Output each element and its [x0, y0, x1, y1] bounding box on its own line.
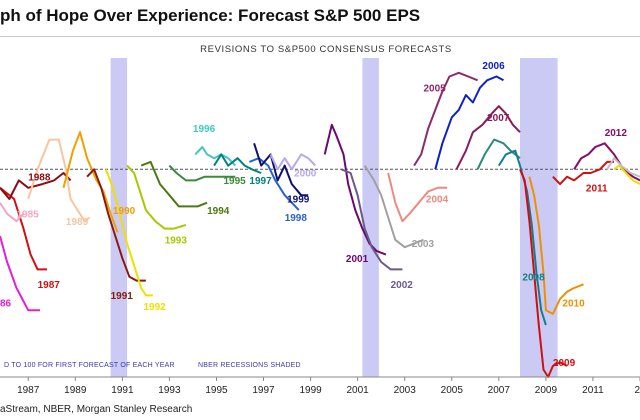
series-label-1992: 1992 — [144, 302, 167, 313]
series-line-2000 — [269, 153, 317, 171]
series-line-1990 — [62, 131, 119, 233]
x-tick-label: 2005 — [441, 385, 464, 396]
series-label-1997: 1997 — [249, 176, 272, 187]
series-line-2003 — [363, 165, 424, 249]
series-labels: 86 1987 1985 1988 1989 1990 1991 1992 1993 1994 19… — [0, 61, 627, 369]
series-label-2003: 2003 — [412, 239, 435, 250]
series-line-1988 — [0, 172, 72, 200]
series-line-2005 — [413, 71, 478, 167]
series-line-1994 — [140, 160, 208, 208]
series-line-86 — [0, 235, 40, 312]
series-line-1992 — [104, 168, 153, 297]
series-line-2011 — [552, 160, 615, 186]
series-label-1990: 1990 — [113, 206, 136, 217]
series-label-1996: 1996 — [193, 124, 216, 135]
series-label-2010: 2010 — [562, 299, 585, 310]
series-line-2012 — [573, 142, 640, 182]
chart-title: ph of Hope Over Experience: Forecast S&P… — [0, 6, 421, 25]
x-tick-label: 2003 — [394, 385, 417, 396]
series-lines — [0, 71, 640, 378]
series-line-1991 — [86, 168, 146, 282]
series-label-1987: 1987 — [38, 280, 61, 291]
series-line-1987 — [0, 187, 48, 271]
series-line-unlabeled-29 — [613, 164, 640, 185]
x-tick-label: 1989 — [64, 385, 87, 396]
x-tick-label: 20 — [634, 385, 640, 396]
chart-subtitle: REVISIONS TO S&P500 CONSENSUS FORECASTS — [200, 44, 452, 55]
x-tick-label: 1999 — [299, 385, 322, 396]
series-line-1989 — [27, 138, 91, 223]
series-label-1999: 1999 — [287, 195, 310, 206]
series-line-2008 — [497, 149, 547, 326]
series-label-1989: 1989 — [66, 217, 89, 228]
x-tick-label: 1987 — [17, 385, 40, 396]
series-label-2008: 2008 — [522, 273, 545, 284]
series-label-86: 86 — [0, 299, 12, 310]
series-label-2009: 2009 — [553, 358, 576, 369]
x-tick-label: 1993 — [158, 385, 181, 396]
recession-bands — [110, 58, 558, 377]
series-line-unlabeled-30 — [606, 157, 640, 178]
series-label-2011: 2011 — [586, 184, 608, 195]
series-label-1993: 1993 — [165, 236, 188, 247]
series-label-2002: 2002 — [391, 280, 414, 291]
recession-band-0 — [110, 58, 128, 377]
series-line-1985 — [0, 202, 25, 223]
series-line-1996 — [194, 146, 237, 167]
series-line-2006 — [434, 75, 504, 170]
x-ticks: 1987 1989 1991 1993 1995 1997 1999 2001 2003 2005… — [17, 377, 640, 396]
x-tick-label: 1991 — [111, 385, 134, 396]
series-label-2007: 2007 — [487, 113, 510, 124]
series-label-2004: 2004 — [426, 195, 449, 206]
series-label-2006: 2006 — [482, 61, 505, 72]
recession-band-1 — [362, 58, 379, 377]
series-label-2005: 2005 — [424, 83, 447, 94]
series-line-1995 — [168, 164, 236, 182]
series-label-1985: 1985 — [17, 210, 40, 221]
x-tick-label: 2011 — [582, 385, 604, 396]
series-line-2007 — [455, 105, 521, 170]
series-line-2010 — [528, 176, 584, 315]
title-divider — [0, 36, 640, 37]
series-line-2004 — [387, 172, 448, 223]
series-label-1991: 1991 — [111, 291, 134, 302]
series-line-1993 — [126, 164, 187, 230]
x-tick-label: 1997 — [252, 385, 275, 396]
series-line-1999 — [253, 142, 309, 197]
series-label-1988: 1988 — [28, 172, 51, 183]
series-label-2012: 2012 — [605, 128, 628, 139]
footnote-right: NBER RECESSIONS SHADED — [198, 362, 301, 369]
footnote-left: D TO 100 FOR FIRST FORECAST OF EACH YEAR — [4, 362, 175, 369]
series-line-2002 — [340, 168, 403, 271]
x-tick-label: 2001 — [346, 385, 369, 396]
series-label-2001: 2001 — [346, 254, 369, 265]
series-label-2000: 2000 — [294, 169, 317, 180]
x-tick-label: 1995 — [205, 385, 228, 396]
series-label-1994: 1994 — [207, 206, 230, 217]
series-label-1995: 1995 — [224, 176, 247, 187]
source-note: aStream, NBER, Morgan Stanley Research — [0, 404, 193, 415]
x-tick-label: 2009 — [535, 385, 558, 396]
series-label-1998: 1998 — [285, 213, 308, 224]
series-line-2009 — [519, 168, 568, 378]
x-tick-label: 2007 — [488, 385, 511, 396]
series-line-1997 — [213, 153, 262, 174]
